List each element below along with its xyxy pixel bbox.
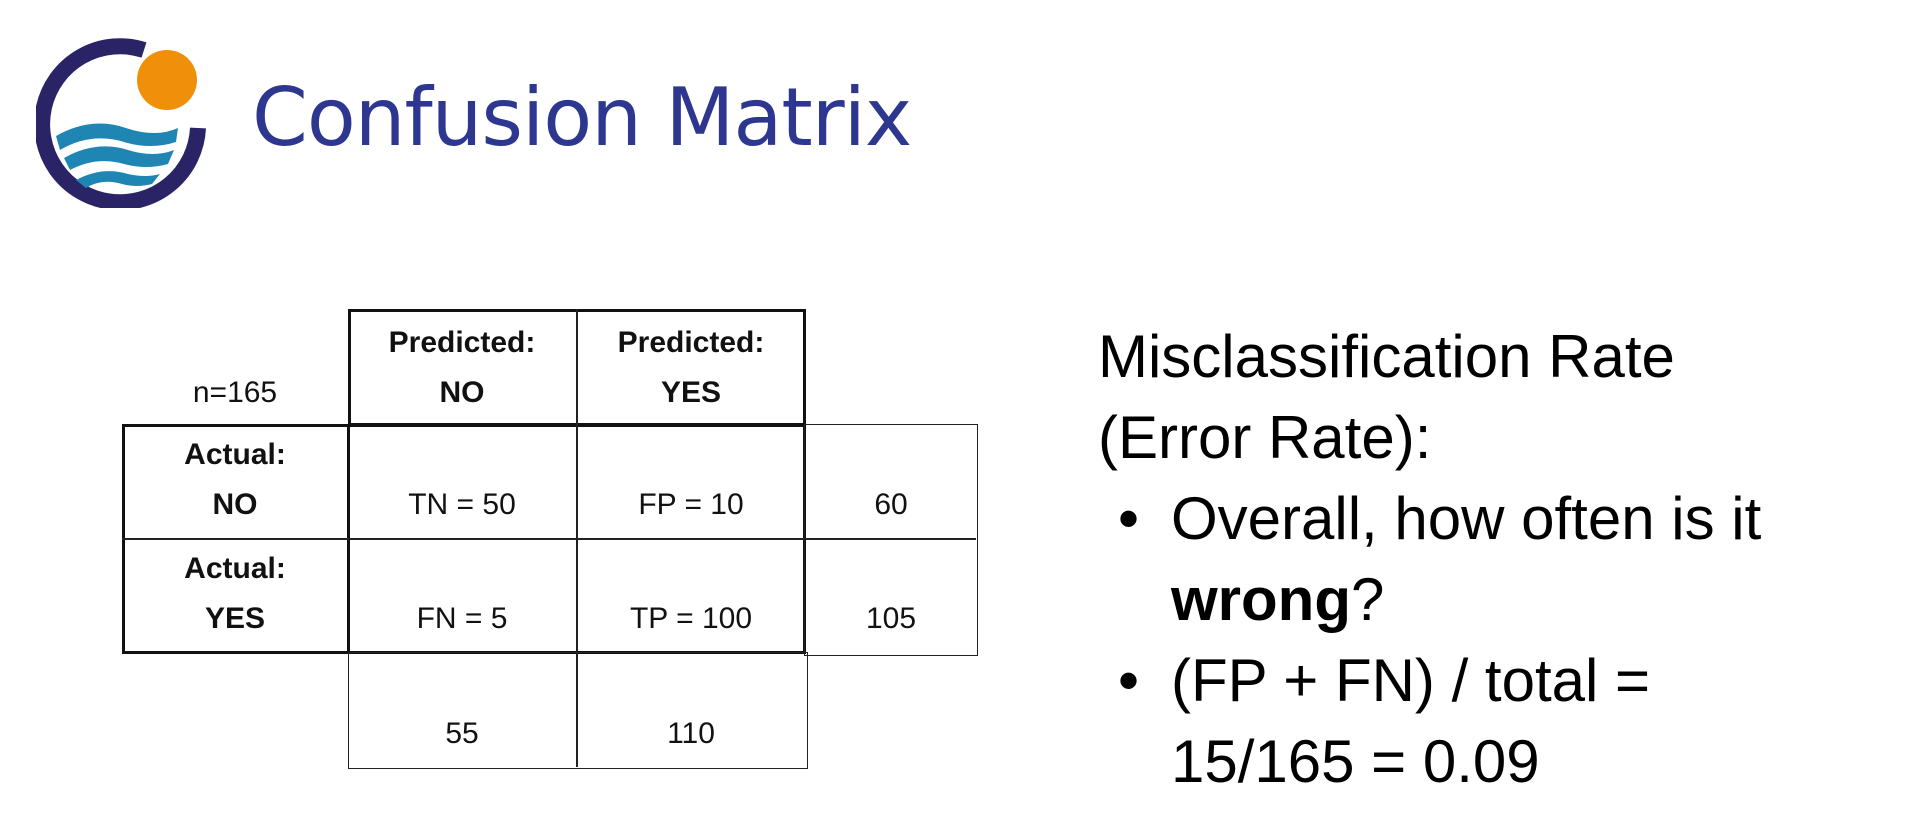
row-total-no: 60 [874,488,908,521]
bullet-2-cont: 15/165 = 0.09 [1171,728,1540,795]
header-predicted-yes: Predicted: YES [617,326,765,409]
n-label: n=165 [192,376,278,409]
row-totals-column [804,424,978,656]
header-predicted-no: Predicted: NO [388,326,536,409]
heading-line-2: (Error Rate): [1098,404,1432,471]
slide-title: Confusion Matrix [252,71,912,164]
row-header-actual-no: Actual: NO [184,438,286,521]
bullet-1: • Overall, how often is it [1098,478,1761,559]
explanation: Misclassification Rate (Error Rate): • Ov… [1098,316,1761,802]
cell-tn: TN = 50 [408,488,516,521]
bullet-icon: • [1118,647,1140,714]
cell-fp: FP = 10 [638,488,744,521]
col-total-no: 55 [445,717,479,750]
cell-tp: TP = 100 [629,602,753,635]
cell-fn: FN = 5 [416,602,508,635]
column-totals-row [348,652,808,769]
row-total-yes: 105 [865,602,917,635]
logo-icon [36,38,206,208]
col-total-yes: 110 [667,717,715,750]
bullet-icon: • [1118,485,1140,552]
bullet-2: • (FP + FN) / total = [1098,640,1761,721]
heading-line-1: Misclassification Rate [1098,323,1675,390]
row-header-actual-yes: Actual: YES [184,552,286,635]
bullet-1-cont: wrong? [1171,566,1385,633]
